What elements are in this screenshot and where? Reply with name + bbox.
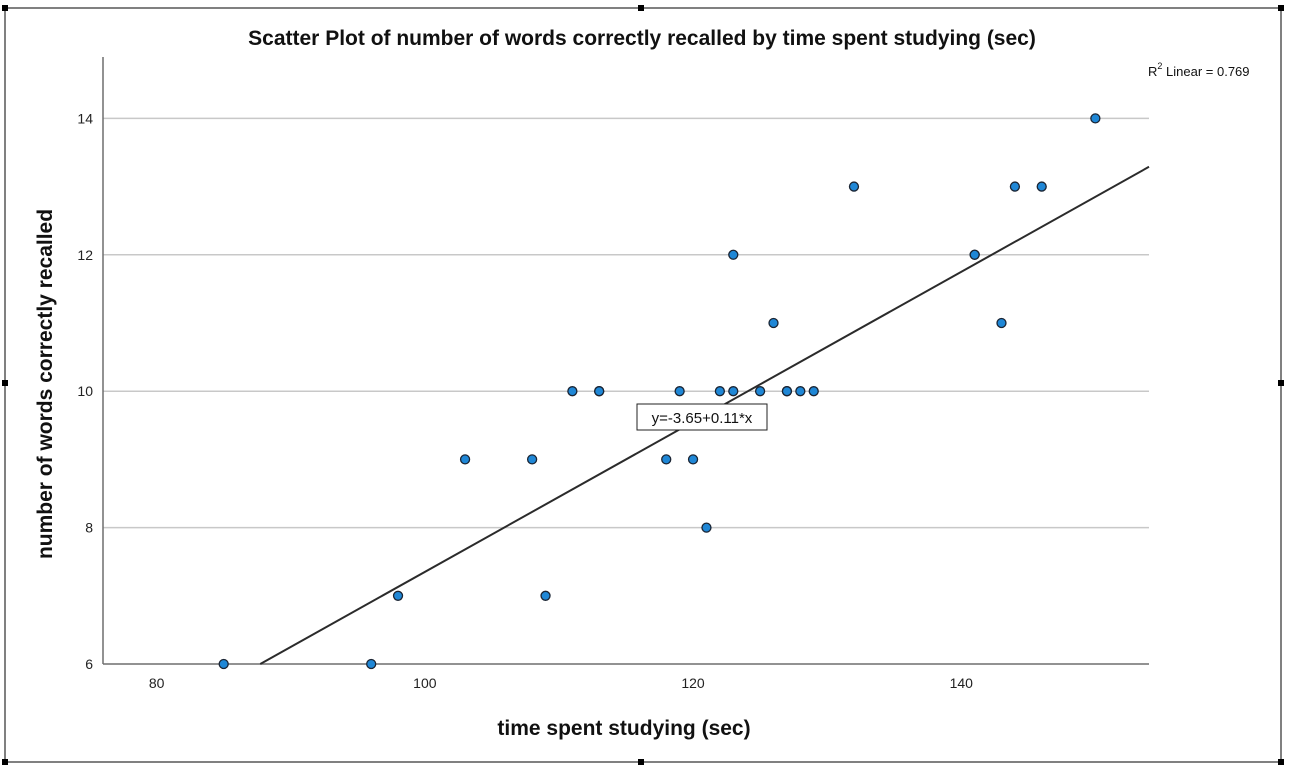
y-axis-ticks: 6 8 10 12 14 [77,110,93,672]
data-point [366,658,377,670]
data-point [567,386,578,397]
data-point [1090,113,1101,124]
data-point [1036,181,1047,192]
resize-handle[interactable] [2,759,8,765]
data-point [687,454,699,465]
data-point [848,181,860,192]
gridlines [103,117,1149,529]
y-tick-label: 8 [85,520,93,536]
x-tick-label: 140 [950,675,974,691]
x-tick-label: 120 [681,675,705,691]
resize-handle[interactable] [638,759,644,765]
data-point [996,317,1007,329]
data-point [714,386,726,397]
fit-equation-label: y=-3.65+0.11*x [652,410,753,427]
data-point [540,590,551,601]
y-tick-label: 10 [77,383,93,399]
data-point [459,454,471,465]
fit-label-box: y=-3.65+0.11*x [636,403,768,431]
y-tick-label: 12 [77,247,93,263]
data-point [701,522,712,533]
data-point [674,386,685,397]
x-tick-label: 80 [149,675,165,691]
x-axis-ticks: 80 100 120 140 [149,675,973,691]
resize-handle[interactable] [1278,759,1284,765]
data-point [728,249,739,260]
resize-handle[interactable] [1278,380,1284,386]
y-axis-label: number of words correctly recalled [34,209,57,559]
chart-title: Scatter Plot of number of words correctl… [248,27,1036,50]
data-points [218,113,1101,670]
resize-handle[interactable] [2,380,8,386]
data-point [808,386,819,397]
r-squared-label: R2 Linear = 0.769 [1148,61,1250,79]
data-point [392,590,404,601]
axes [102,57,1149,665]
data-point [754,386,766,397]
data-point [1009,181,1021,192]
data-point [781,386,793,397]
data-point [661,454,672,465]
data-point [728,386,739,397]
resize-handle[interactable] [638,5,644,11]
y-tick-label: 14 [77,110,93,126]
y-tick-label: 6 [85,656,93,672]
data-point [526,454,538,465]
x-axis-label: time spent studying (sec) [497,717,750,740]
data-point [969,249,980,260]
x-tick-label: 100 [413,675,437,691]
resize-handle[interactable] [1278,5,1284,11]
selection-frame [2,5,1284,765]
data-point [218,658,229,670]
resize-handle[interactable] [2,5,8,11]
data-point [594,386,605,397]
data-point [795,386,806,397]
data-point [768,317,779,329]
